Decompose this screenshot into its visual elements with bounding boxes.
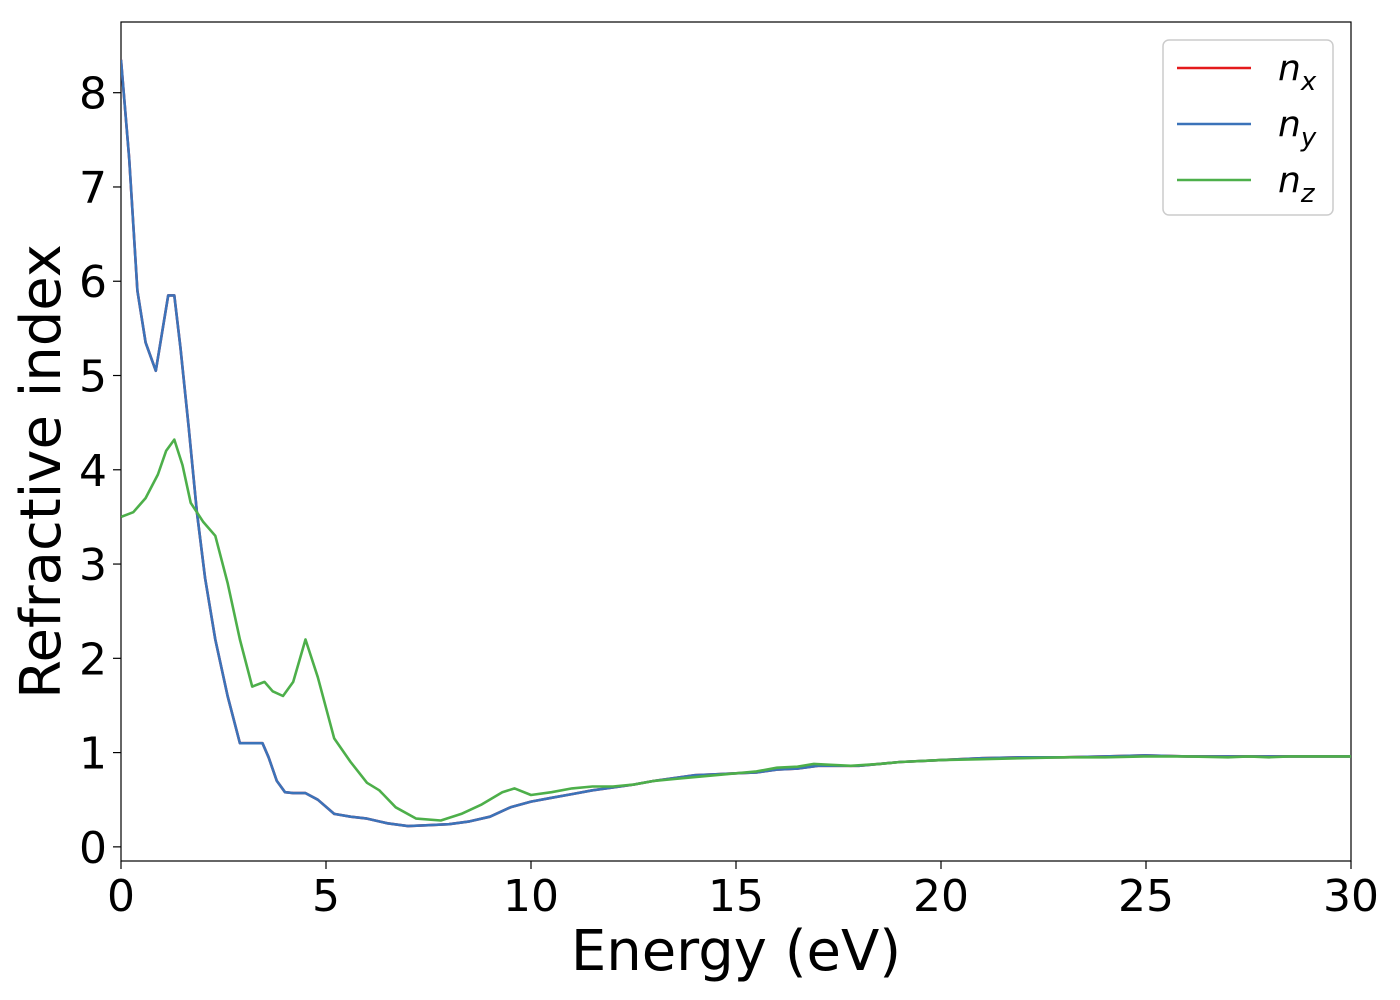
y-tick-label: 7 [79,163,107,214]
x-tick-label: 20 [913,871,969,922]
x-tick-label: 10 [503,871,559,922]
series-line-z [121,438,1351,822]
y-tick-label: 0 [79,823,107,874]
legend-label-x: nx [1278,48,1317,97]
y-tick-label: 8 [79,69,107,120]
legend-label-y: ny [1278,104,1317,153]
y-tick-label: 4 [79,446,107,497]
y-tick-label: 1 [79,729,107,780]
x-tick-label: 25 [1118,871,1174,922]
legend: nx ny nz [1162,39,1334,216]
axes-layer: 0 5 10 15 20 25 30 0 1 2 3 4 5 6 7 8 [79,69,1379,922]
x-tick-label: 30 [1323,871,1379,922]
x-tick-label: 5 [312,871,340,922]
x-tick-label: 15 [708,871,764,922]
y-tick-label: 3 [79,540,107,591]
y-tick-label: 5 [79,352,107,403]
y-tick-label: 6 [79,257,107,308]
legend-box [1162,39,1334,216]
x-tick-label: 0 [107,871,135,922]
x-axis-label: Energy (eV) [571,919,901,984]
series-layer [121,59,1351,828]
y-tick-label: 2 [79,634,107,685]
y-axis-label: Refractive index [9,244,74,699]
legend-label-z: nz [1278,160,1316,209]
